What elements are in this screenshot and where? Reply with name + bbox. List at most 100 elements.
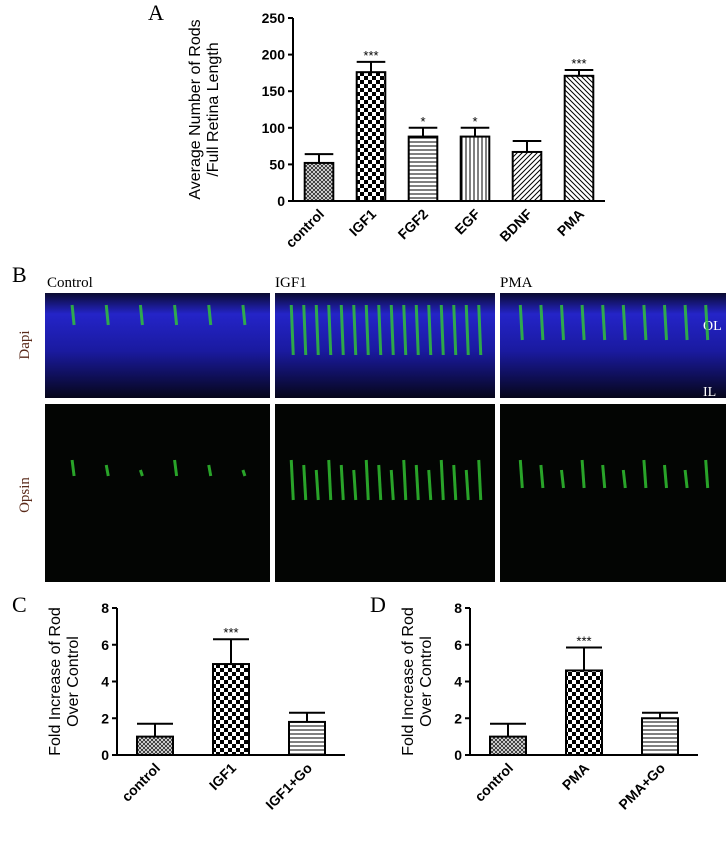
significance: ***	[223, 625, 238, 640]
y-tick-label: 0	[101, 747, 109, 763]
streak	[302, 304, 308, 356]
streak	[138, 469, 144, 477]
bar	[407, 135, 439, 202]
streak	[464, 304, 470, 356]
y-axis-label: Fold Increase of Rod	[400, 607, 417, 756]
bar	[489, 735, 527, 756]
streak	[402, 459, 408, 501]
y-tick-label: 2	[101, 710, 109, 726]
y-tick-label: 2	[454, 710, 462, 726]
streak	[539, 464, 545, 489]
bar	[212, 663, 250, 757]
streak	[560, 304, 565, 341]
x-tick-label: control	[471, 760, 516, 805]
bar	[355, 71, 387, 202]
micrograph	[500, 404, 726, 582]
micrograph	[45, 293, 270, 398]
y-tick-label: 0	[277, 193, 285, 209]
panel-label: B	[12, 262, 27, 287]
streak	[138, 304, 144, 326]
panel-label: D	[370, 592, 386, 617]
column-label: PMA	[500, 275, 533, 291]
x-tick-label: PMA	[554, 206, 587, 239]
streak	[207, 304, 213, 326]
x-tick-label: FGF2	[395, 206, 432, 243]
x-tick-label: BDNF	[496, 205, 535, 244]
y-axis-label: Average Number of Rods	[187, 19, 204, 199]
y-tick-label: 4	[101, 674, 109, 690]
streak	[104, 464, 110, 477]
streak	[477, 304, 483, 356]
streak	[704, 459, 710, 489]
streak	[663, 464, 668, 489]
x-tick-label: PMA	[559, 760, 592, 793]
streak	[704, 304, 710, 341]
streak	[339, 464, 345, 501]
y-axis-label: Fold Increase of Rod	[47, 607, 64, 756]
x-tick-label: control	[118, 760, 163, 805]
y-tick-label: 8	[454, 600, 462, 616]
y-tick-label: 6	[454, 637, 462, 653]
streak	[289, 304, 295, 356]
x-tick-label: IGF1+Go	[262, 760, 315, 813]
streak	[518, 459, 524, 489]
significance: ***	[571, 56, 586, 71]
streak	[377, 304, 383, 356]
y-tick-label: 250	[262, 10, 286, 26]
streak	[173, 304, 179, 326]
streak	[389, 304, 395, 356]
streak	[70, 304, 76, 326]
bar	[641, 717, 679, 756]
streak	[663, 304, 668, 341]
x-tick-label: control	[282, 206, 327, 251]
streak	[241, 469, 247, 477]
significance: *	[472, 114, 477, 129]
bar	[563, 74, 595, 202]
streak	[414, 464, 420, 501]
bar	[459, 135, 491, 202]
streak	[364, 459, 370, 501]
streak	[364, 304, 370, 356]
streak	[439, 459, 445, 501]
streak	[207, 464, 213, 477]
y-tick-label: 0	[454, 747, 462, 763]
bar	[136, 735, 174, 756]
streak	[104, 304, 110, 326]
row-label: Dapi	[17, 330, 33, 359]
y-tick-label: 100	[262, 120, 286, 136]
streak	[601, 304, 607, 341]
streak	[580, 304, 586, 341]
micrograph	[275, 293, 495, 398]
y-axis-label: Over Control	[418, 636, 435, 727]
y-axis-label: /Full Retina Length	[205, 42, 222, 176]
streak	[601, 464, 607, 489]
streak	[414, 304, 420, 356]
streak	[580, 459, 586, 489]
panel-label: A	[148, 0, 164, 25]
bar	[288, 720, 326, 756]
streak	[241, 304, 247, 326]
streak	[642, 459, 648, 489]
x-tick-label: IGF1	[206, 760, 239, 793]
panel-label: C	[12, 592, 27, 617]
row-label: Opsin	[17, 477, 33, 513]
layer-label: IL	[703, 385, 716, 400]
streak	[389, 469, 395, 501]
streak	[683, 304, 689, 341]
streak	[289, 459, 295, 501]
significance: ***	[363, 48, 378, 63]
streak	[314, 469, 320, 501]
x-tick-label: IGF1	[346, 206, 379, 239]
streak	[327, 459, 333, 501]
significance: ***	[576, 634, 591, 649]
streak	[464, 469, 470, 501]
streak	[327, 304, 333, 356]
streak	[352, 469, 358, 501]
streak	[621, 469, 627, 489]
bar	[511, 150, 543, 202]
significance: *	[420, 114, 425, 129]
y-axis-label: Over Control	[65, 636, 82, 727]
streak	[402, 304, 408, 356]
streak	[683, 469, 689, 489]
streak	[452, 304, 458, 356]
